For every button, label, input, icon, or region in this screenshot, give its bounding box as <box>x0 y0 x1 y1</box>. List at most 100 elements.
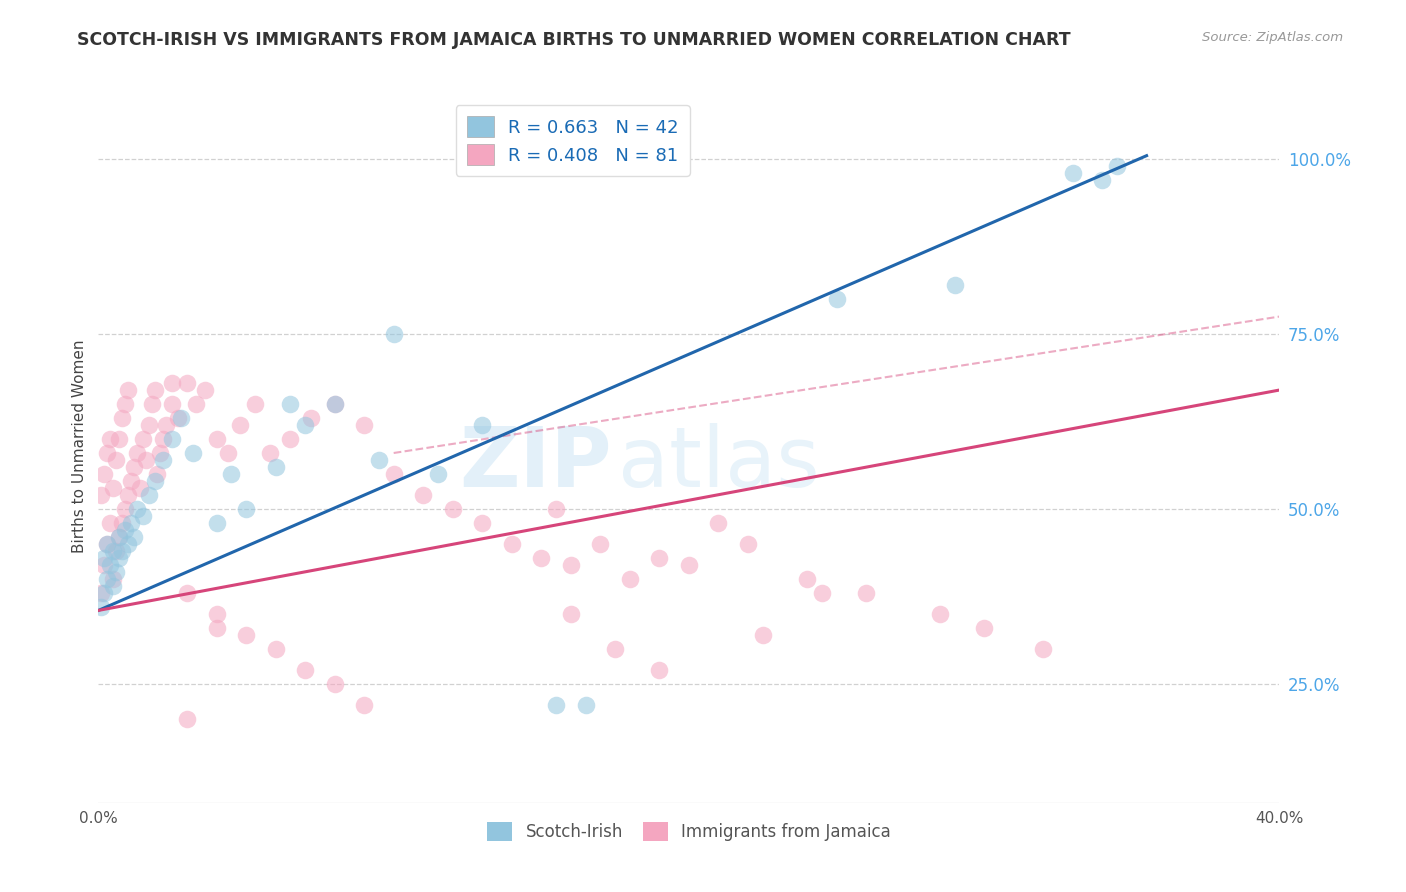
Point <box>205 432 228 446</box>
Point <box>280 432 302 446</box>
Point <box>132 432 155 446</box>
Point <box>152 432 174 446</box>
Point <box>560 607 582 621</box>
Point <box>108 530 131 544</box>
Point <box>205 516 228 530</box>
Point <box>152 453 174 467</box>
Point <box>111 516 134 530</box>
Point <box>294 663 316 677</box>
Point <box>103 572 125 586</box>
Point <box>1062 166 1084 180</box>
Point <box>264 460 287 475</box>
Point <box>120 474 142 488</box>
Point <box>264 641 287 656</box>
Point <box>90 488 112 502</box>
Point <box>98 432 121 446</box>
Point <box>120 516 142 530</box>
Point <box>546 502 568 516</box>
Point <box>93 586 115 600</box>
Point <box>117 488 139 502</box>
Point <box>589 537 612 551</box>
Point <box>235 502 257 516</box>
Point <box>619 572 641 586</box>
Point <box>810 586 832 600</box>
Point <box>280 397 302 411</box>
Point <box>117 537 139 551</box>
Point <box>105 544 128 558</box>
Point <box>243 397 266 411</box>
Point <box>323 397 346 411</box>
Point <box>93 550 115 565</box>
Point <box>217 446 239 460</box>
Point <box>108 530 131 544</box>
Point <box>471 417 494 432</box>
Point <box>143 383 166 397</box>
Point <box>929 607 952 621</box>
Point <box>122 460 145 475</box>
Point <box>103 481 125 495</box>
Point <box>132 508 155 523</box>
Point <box>93 558 115 572</box>
Point <box>90 586 112 600</box>
Point <box>155 417 177 432</box>
Point <box>108 432 131 446</box>
Point <box>105 453 128 467</box>
Point <box>96 537 118 551</box>
Point <box>1091 173 1114 187</box>
Legend: Scotch-Irish, Immigrants from Jamaica: Scotch-Irish, Immigrants from Jamaica <box>481 815 897 848</box>
Point <box>98 558 121 572</box>
Point <box>114 523 136 537</box>
Text: atlas: atlas <box>619 424 820 504</box>
Point <box>737 537 759 551</box>
Point <box>605 641 627 656</box>
Point <box>205 621 228 635</box>
Point <box>546 698 568 712</box>
Point <box>162 397 183 411</box>
Point <box>138 417 160 432</box>
Point <box>114 397 136 411</box>
Point <box>501 537 523 551</box>
Point <box>90 599 112 614</box>
Point <box>138 488 160 502</box>
Y-axis label: Births to Unmarried Women: Births to Unmarried Women <box>72 339 87 553</box>
Point <box>194 383 217 397</box>
Point <box>229 417 252 432</box>
Point <box>427 467 450 481</box>
Point <box>98 516 121 530</box>
Point <box>382 327 405 342</box>
Point <box>575 698 598 712</box>
Point <box>128 481 150 495</box>
Point <box>96 537 118 551</box>
Point <box>752 628 775 642</box>
Point <box>181 446 204 460</box>
Point <box>117 383 139 397</box>
Point <box>96 446 118 460</box>
Point <box>1032 641 1054 656</box>
Point <box>176 712 198 726</box>
Point <box>560 558 582 572</box>
Point <box>678 558 700 572</box>
Point <box>111 411 134 425</box>
Point <box>648 663 671 677</box>
Point <box>96 572 118 586</box>
Text: SCOTCH-IRISH VS IMMIGRANTS FROM JAMAICA BIRTHS TO UNMARRIED WOMEN CORRELATION CH: SCOTCH-IRISH VS IMMIGRANTS FROM JAMAICA … <box>77 31 1071 49</box>
Point <box>412 488 434 502</box>
Point <box>796 572 818 586</box>
Point <box>441 502 464 516</box>
Point <box>221 467 243 481</box>
Point <box>162 432 183 446</box>
Point <box>167 411 190 425</box>
Point <box>141 397 163 411</box>
Point <box>294 417 316 432</box>
Point <box>299 411 322 425</box>
Point <box>103 579 125 593</box>
Text: ZIP: ZIP <box>460 424 612 504</box>
Point <box>368 453 391 467</box>
Point <box>93 467 115 481</box>
Point <box>648 550 671 565</box>
Point <box>530 550 553 565</box>
Point <box>176 586 198 600</box>
Point <box>323 677 346 691</box>
Point <box>855 586 877 600</box>
Point <box>122 530 145 544</box>
